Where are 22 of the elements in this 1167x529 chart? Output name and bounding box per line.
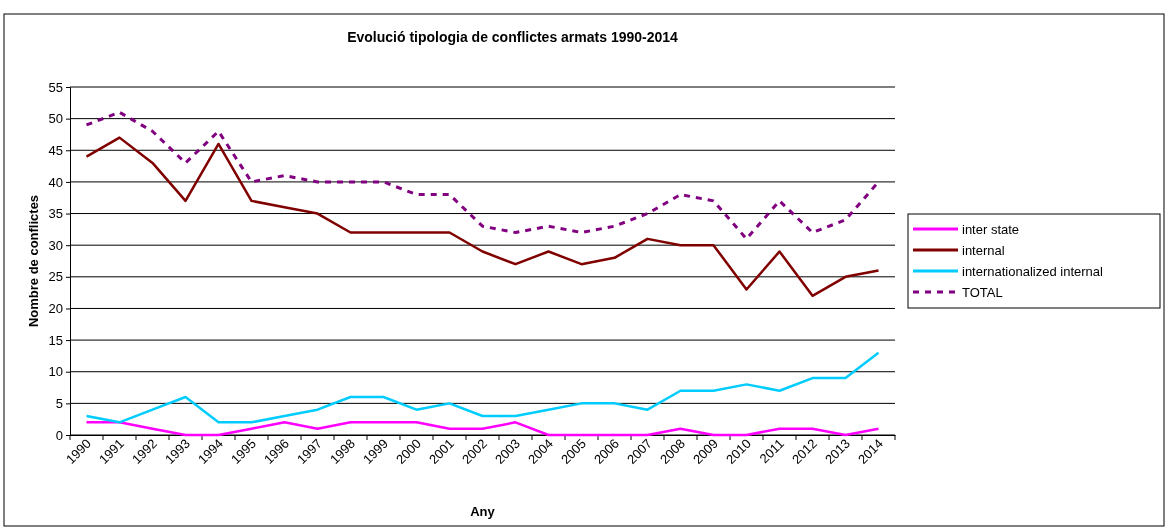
y-tick-label: 50 <box>48 111 63 127</box>
y-tick-label: 55 <box>48 79 63 95</box>
y-tick-label: 5 <box>55 396 63 412</box>
x-axis-title: Any <box>470 504 496 519</box>
y-tick-label: 0 <box>55 427 63 443</box>
line-series <box>85 351 880 424</box>
y-tick-label: 15 <box>48 332 63 348</box>
legend-label: inter state <box>962 222 1020 237</box>
y-tick-label: 25 <box>48 269 63 285</box>
y-tick-label: 35 <box>48 206 63 222</box>
y-tick-label: 45 <box>48 142 63 158</box>
legend-label: TOTAL <box>962 285 1003 300</box>
y-tick-label: 10 <box>48 364 63 380</box>
y-tick-label: 30 <box>48 237 63 253</box>
y-tick-label: 20 <box>48 301 63 317</box>
line-series <box>85 136 880 298</box>
legend-label: internationalized internal <box>962 264 1104 279</box>
y-axis-title: Nombre de conflictes <box>26 194 41 328</box>
line-series <box>85 110 880 241</box>
chart-title: Evolució tipologia de conflictes armats 1990-2014 <box>347 29 679 45</box>
y-tick-label: 40 <box>48 174 63 190</box>
legend-label: internal <box>962 243 1005 258</box>
